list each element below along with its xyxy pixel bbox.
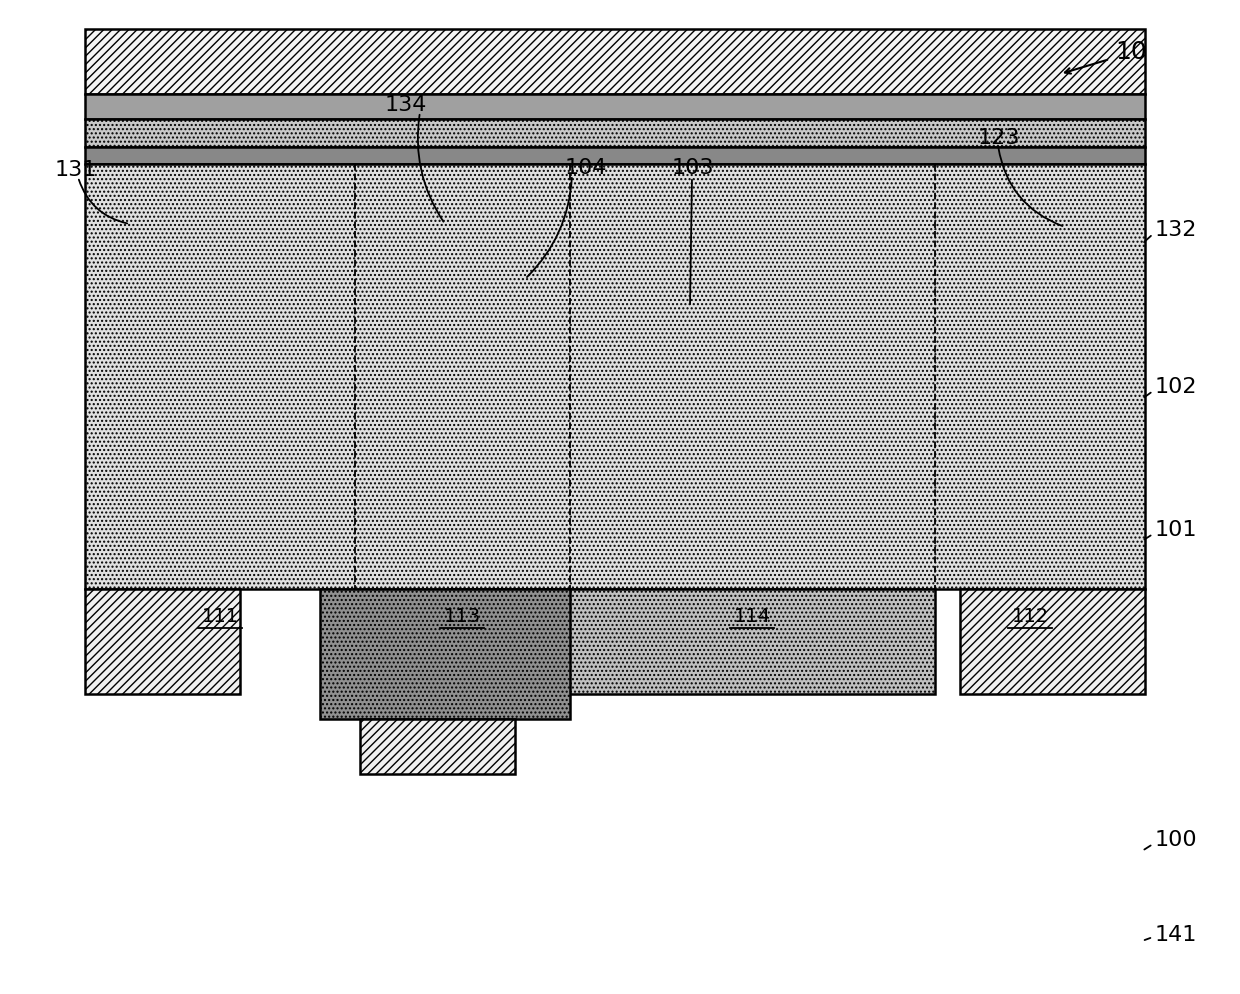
Text: 123: 123 xyxy=(978,128,1021,148)
Text: 113: 113 xyxy=(444,607,481,626)
Bar xyxy=(450,589,935,694)
Bar xyxy=(86,589,241,694)
Bar xyxy=(86,30,1145,94)
Bar xyxy=(86,148,1145,165)
Text: 141: 141 xyxy=(1154,924,1198,944)
Text: 104: 104 xyxy=(565,158,608,178)
Bar xyxy=(86,94,1145,120)
Bar xyxy=(360,720,515,774)
Text: 101: 101 xyxy=(1154,520,1198,540)
Text: 111: 111 xyxy=(201,607,238,626)
Bar xyxy=(86,120,1145,148)
Text: 10: 10 xyxy=(1115,40,1147,64)
Text: 102: 102 xyxy=(1154,377,1198,397)
Bar xyxy=(320,589,570,720)
Text: 131: 131 xyxy=(55,160,98,180)
Text: 100: 100 xyxy=(1154,829,1198,849)
Bar xyxy=(960,589,1145,694)
Text: 114: 114 xyxy=(733,607,770,626)
Bar xyxy=(86,165,1145,589)
Text: 134: 134 xyxy=(384,94,428,115)
Text: 132: 132 xyxy=(1154,220,1198,240)
Text: 112: 112 xyxy=(1012,607,1049,626)
Text: 103: 103 xyxy=(672,158,714,178)
